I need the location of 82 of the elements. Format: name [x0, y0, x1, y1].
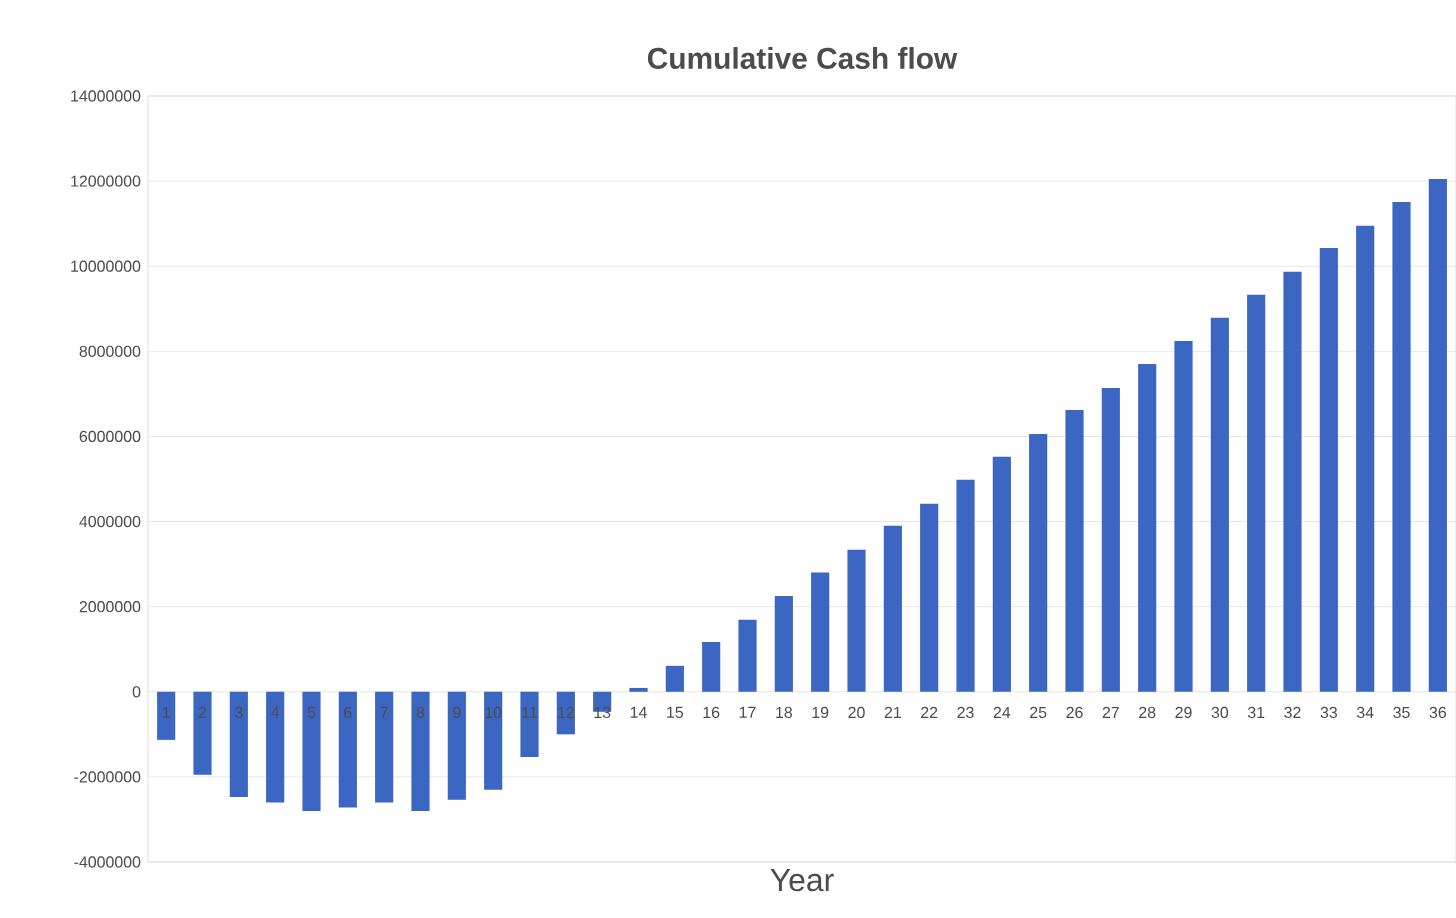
bar — [1101, 387, 1120, 692]
y-tick-label: 0 — [132, 686, 141, 698]
bar — [375, 691, 394, 803]
x-tick-label: 2 — [198, 706, 207, 718]
x-tick-label: 30 — [1211, 706, 1229, 719]
bar — [1065, 410, 1084, 692]
y-tick-label: 12000000 — [71, 175, 141, 187]
x-tick-label: 19 — [812, 706, 829, 719]
bar — [193, 691, 212, 775]
x-tick-label: 7 — [380, 706, 388, 718]
y-tick-label: -2000000 — [74, 771, 141, 783]
x-tick-label: 35 — [1393, 706, 1410, 719]
bar — [1319, 247, 1338, 692]
bar — [811, 572, 830, 692]
x-tick-label: 4 — [271, 706, 280, 718]
x-tick-label: 3 — [235, 706, 243, 719]
bar — [484, 691, 503, 790]
y-tick-label: 10000000 — [71, 260, 141, 272]
bar — [1029, 433, 1048, 692]
bar — [774, 596, 793, 692]
bar — [229, 691, 248, 797]
y-tick-label: 14000000 — [71, 90, 141, 102]
x-tick-label: 10 — [485, 706, 502, 719]
bar — [338, 691, 357, 808]
y-tick-label: -4000000 — [74, 856, 141, 868]
bar — [1247, 294, 1266, 692]
x-tick-label: 15 — [667, 706, 684, 718]
bar — [1210, 317, 1229, 692]
x-tick-label: 11 — [522, 706, 538, 718]
bar — [447, 691, 466, 800]
x-tick-label: 36 — [1429, 706, 1446, 719]
x-tick-label: 17 — [739, 706, 756, 718]
bar — [266, 691, 285, 803]
bar — [520, 691, 539, 757]
x-tick-label: 1 — [162, 706, 170, 718]
bar — [702, 641, 721, 692]
x-tick-label: 27 — [1102, 706, 1119, 718]
bar — [883, 525, 902, 692]
y-tick-label: 2000000 — [79, 601, 141, 613]
bar — [302, 691, 321, 811]
x-tick-label: 9 — [453, 706, 461, 719]
x-tick-label: 6 — [344, 706, 352, 719]
bar — [1392, 201, 1411, 692]
bar — [992, 456, 1011, 692]
bar — [1283, 271, 1302, 692]
x-tick-label: 22 — [921, 706, 938, 718]
x-axis-title: Year — [770, 869, 834, 892]
bar — [1356, 225, 1375, 692]
x-tick-label: 28 — [1139, 706, 1156, 719]
y-tick-label: 4000000 — [79, 515, 141, 528]
x-tick-label: 12 — [558, 706, 574, 718]
x-tick-label: 20 — [848, 706, 865, 719]
bar — [738, 619, 757, 692]
x-tick-label: 32 — [1284, 706, 1301, 719]
bar — [1174, 341, 1193, 692]
x-tick-label: 16 — [703, 706, 720, 719]
bar — [665, 665, 684, 692]
x-tick-label: 21 — [884, 706, 901, 718]
x-tick-label: 14 — [630, 706, 647, 718]
y-tick-label: 6000000 — [79, 430, 141, 443]
x-tick-label: 31 — [1247, 706, 1265, 719]
bar — [411, 691, 430, 811]
bar — [157, 691, 176, 740]
x-tick-label: 29 — [1175, 706, 1192, 719]
bar — [556, 691, 575, 735]
bar — [629, 687, 648, 692]
x-tick-label: 33 — [1320, 706, 1337, 719]
x-tick-label: 34 — [1356, 706, 1374, 719]
x-tick-label: 24 — [993, 706, 1011, 718]
x-tick-label: 8 — [416, 706, 425, 719]
bar — [1138, 364, 1157, 692]
x-tick-label: 25 — [1030, 706, 1047, 719]
bar — [956, 479, 975, 692]
chart-title: Cumulative Cash flow — [647, 47, 958, 69]
x-tick-label: 5 — [307, 706, 316, 718]
bar — [920, 503, 939, 692]
bar — [847, 549, 866, 692]
bar — [1428, 178, 1447, 692]
y-tick-label: 8000000 — [79, 345, 141, 357]
x-tick-label: 26 — [1066, 706, 1083, 719]
x-tick-label: 23 — [957, 706, 974, 719]
x-tick-label: 18 — [776, 706, 792, 719]
